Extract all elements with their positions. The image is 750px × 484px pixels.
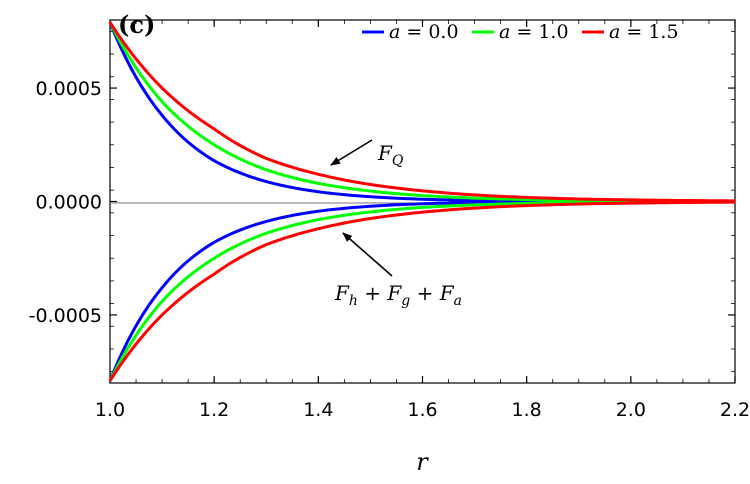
panel-label: (c) bbox=[118, 10, 155, 39]
y-tick-label: -0.0005 bbox=[29, 305, 102, 327]
annotation-fsum-arrow bbox=[342, 232, 393, 277]
annotation-fq-sub: Q bbox=[392, 153, 404, 169]
x-axis: 1.0 1.2 1.4 1.6 1.8 2.0 2.2 bbox=[95, 20, 750, 421]
annotation-fsum-sub1: h bbox=[349, 293, 358, 309]
annotation-fsum-sub3: a bbox=[454, 293, 462, 309]
legend-label: a = 1.0 bbox=[499, 21, 569, 43]
annotation-fq-main: F bbox=[377, 141, 393, 165]
y-tick-label: 0.0000 bbox=[36, 192, 102, 214]
x-tick-label: 1.4 bbox=[303, 399, 333, 421]
series-curve-upper bbox=[108, 21, 735, 203]
y-axis: -0.0005 0.0000 0.0005 bbox=[29, 30, 735, 373]
x-tick-label: 1.6 bbox=[407, 399, 437, 421]
svg-text:FQ: FQ bbox=[377, 141, 404, 169]
annotation-fsum-f3: F bbox=[439, 281, 455, 305]
annotation-fsum: Fh + Fg + Fa bbox=[334, 232, 462, 309]
legend: a = 0.0 a = 1.0 a = 1.5 bbox=[362, 21, 679, 43]
series-curves bbox=[108, 21, 736, 382]
series-curve-upper bbox=[108, 21, 736, 203]
x-tick-label: 1.8 bbox=[512, 399, 542, 421]
legend-label: a = 1.5 bbox=[609, 21, 679, 43]
annotation-fsum-f2: F bbox=[386, 281, 402, 305]
annotation-fsum-sub2: g bbox=[401, 293, 410, 309]
annotation-fsum-f1: F bbox=[334, 281, 350, 305]
series-curve-lower bbox=[108, 200, 736, 382]
x-tick-label: 1.2 bbox=[199, 399, 229, 421]
annotation-fq-arrow bbox=[330, 139, 373, 166]
legend-label: a = 0.0 bbox=[389, 21, 459, 43]
annotation-fq: FQ bbox=[330, 139, 404, 169]
x-axis-label: r bbox=[416, 448, 429, 476]
y-tick-label: 0.0005 bbox=[36, 78, 102, 100]
x-tick-label: 2.0 bbox=[616, 399, 646, 421]
x-tick-label: 2.2 bbox=[720, 399, 750, 421]
x-tick-label: 1.0 bbox=[95, 399, 125, 421]
svg-text:Fh + Fg + Fa: Fh + Fg + Fa bbox=[334, 281, 462, 309]
series-curve-upper bbox=[108, 21, 736, 203]
